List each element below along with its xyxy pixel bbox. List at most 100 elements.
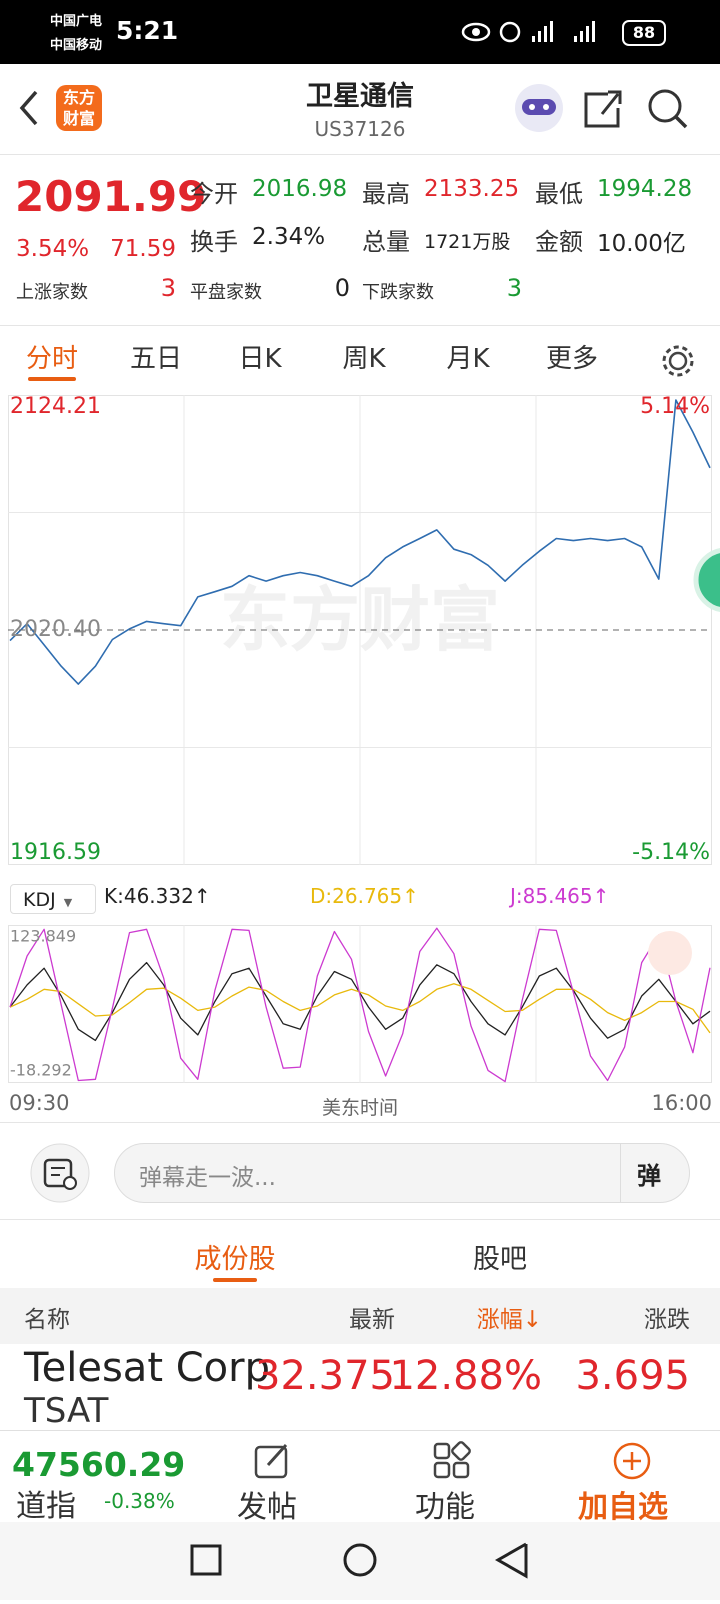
header-icons — [515, 84, 688, 132]
breadth-value: 3 — [160, 274, 176, 302]
tab[interactable]: 五日 — [129, 344, 182, 374]
y-tick-label: 1916.59 — [10, 840, 101, 865]
status-icons — [461, 21, 595, 43]
field-label: 最高 — [362, 180, 410, 208]
clock: 5:21 — [116, 16, 179, 45]
y-tick-label: 2124.21 — [10, 395, 101, 419]
tab[interactable]: 月K — [446, 344, 490, 374]
indicator: KDJ — [23, 889, 56, 911]
table-header-cell: 名称 — [24, 1307, 70, 1333]
stock-name[interactable]: Telesat Corp — [24, 1345, 270, 1391]
field-value: 1721万股 — [424, 231, 511, 253]
tab-indicator — [213, 1278, 257, 1282]
post-icon — [254, 1443, 288, 1479]
function-icon — [433, 1441, 471, 1479]
y2-tick-label: 5.14% — [640, 395, 710, 419]
x-start: 09:30 — [9, 1091, 70, 1115]
breadth-label: 平盘家数 — [190, 282, 262, 303]
divider — [0, 1219, 720, 1220]
breadth-label: 上涨家数 — [16, 282, 88, 303]
y-tick-label: 123.849 — [10, 927, 76, 946]
y-tick-label: -18.292 — [10, 1061, 72, 1080]
table-header-cell[interactable]: 涨跌 — [644, 1307, 690, 1333]
floating-button[interactable] — [690, 545, 720, 615]
danmu-input[interactable]: 弹幕走一波... 弹 — [114, 1143, 690, 1203]
y-tick-label: 2020.40 — [10, 617, 101, 642]
carrier: 中国移动 — [50, 38, 103, 53]
field-value: 2.34% — [252, 224, 326, 250]
data-line — [9, 399, 711, 685]
status-bar: 中国广电 中国移动 5:21 88 — [0, 0, 720, 64]
section-tab[interactable]: 股吧 — [473, 1244, 527, 1275]
divider — [0, 1122, 720, 1123]
table-header-bg — [0, 1288, 720, 1344]
breadth-label: 下跌家数 — [362, 282, 434, 303]
index-value[interactable]: 47560.29 — [12, 1445, 186, 1484]
stock-last: 32.375 — [255, 1353, 395, 1399]
search-button[interactable] — [648, 89, 688, 129]
stock-code: TSAT — [24, 1391, 109, 1431]
expand-button[interactable] — [648, 931, 692, 975]
field-label: 金额 — [535, 228, 583, 256]
nav-icons — [190, 1542, 528, 1579]
stock-pct: 12.88% — [389, 1353, 542, 1399]
add-icon — [613, 1442, 651, 1480]
danmu-settings[interactable] — [30, 1143, 90, 1203]
section-tab[interactable]: 成份股 — [194, 1244, 276, 1275]
tab[interactable]: 周K — [342, 344, 386, 374]
footer-button[interactable]: 发帖 — [237, 1490, 297, 1525]
home-button[interactable] — [343, 1543, 377, 1577]
footer-button[interactable]: 加自选 — [578, 1490, 668, 1525]
change-pct: 3.54% — [16, 236, 90, 262]
stock-change: 3.695 — [575, 1353, 690, 1399]
share-button[interactable] — [584, 90, 622, 128]
back-button[interactable] — [14, 88, 44, 128]
index-pct: -0.38% — [104, 1489, 175, 1513]
tab[interactable]: 更多 — [545, 344, 598, 374]
field-value: 10.00亿 — [597, 231, 686, 257]
breadth-value: 0 — [334, 274, 350, 302]
table-header-cell[interactable]: 最新 — [349, 1307, 395, 1333]
title: 卫星通信 — [306, 81, 414, 112]
recent-button[interactable] — [190, 1544, 222, 1576]
price: 2091.99 — [15, 172, 207, 221]
field-value: 2133.25 — [424, 176, 520, 202]
table-header-cell[interactable]: 涨幅↓ — [476, 1307, 542, 1333]
footer-button[interactable]: 功能 — [415, 1490, 475, 1525]
battery: 88 — [622, 20, 666, 46]
placeholder: 弹幕走一波... — [139, 1165, 276, 1191]
nav-bar — [0, 1522, 720, 1600]
data-line — [9, 927, 711, 1083]
separator — [620, 1144, 621, 1202]
divider — [0, 325, 720, 326]
bottom-bar: 47560.29 道指 -0.38% — [0, 1430, 720, 1524]
y2-tick-label: -5.14% — [632, 840, 710, 865]
legend-entry: D:26.765↑ — [310, 884, 419, 908]
x-end: 16:00 — [651, 1091, 712, 1115]
field-label: 今开 — [190, 180, 238, 208]
data-line — [9, 983, 711, 1034]
field-label: 总量 — [362, 228, 410, 256]
carrier: 中国广电 — [50, 14, 103, 29]
tab[interactable]: 日K — [238, 344, 282, 374]
watermark: 东方财富 — [220, 579, 500, 661]
intraday-chart: 东方财富 1916.59 2020.40 2124.21 -5.14% 5.14% — [8, 395, 712, 865]
legend-entry: J:85.465↑ — [510, 884, 610, 908]
field-label: 最低 — [535, 180, 583, 208]
app-logo: 东方财富 — [56, 85, 102, 131]
change: 71.59 — [110, 236, 176, 262]
index-name[interactable]: 道指 — [16, 1489, 76, 1524]
field-value: 1994.28 — [597, 176, 693, 202]
tab-indicator — [28, 377, 76, 381]
legend-entry: K:46.332↑ — [104, 884, 211, 908]
kdj-chart: -18.292 123.849 — [8, 925, 712, 1083]
indicator-selector[interactable]: KDJ ▼ — [10, 884, 96, 914]
back-nav[interactable] — [494, 1542, 528, 1579]
divider — [0, 154, 720, 155]
danmu-button[interactable]: 弹 — [637, 1162, 661, 1190]
settings-button[interactable] — [660, 343, 696, 379]
breadth-value: 3 — [506, 274, 522, 302]
tab[interactable]: 分时 — [25, 344, 78, 374]
field-label: 换手 — [190, 228, 238, 256]
